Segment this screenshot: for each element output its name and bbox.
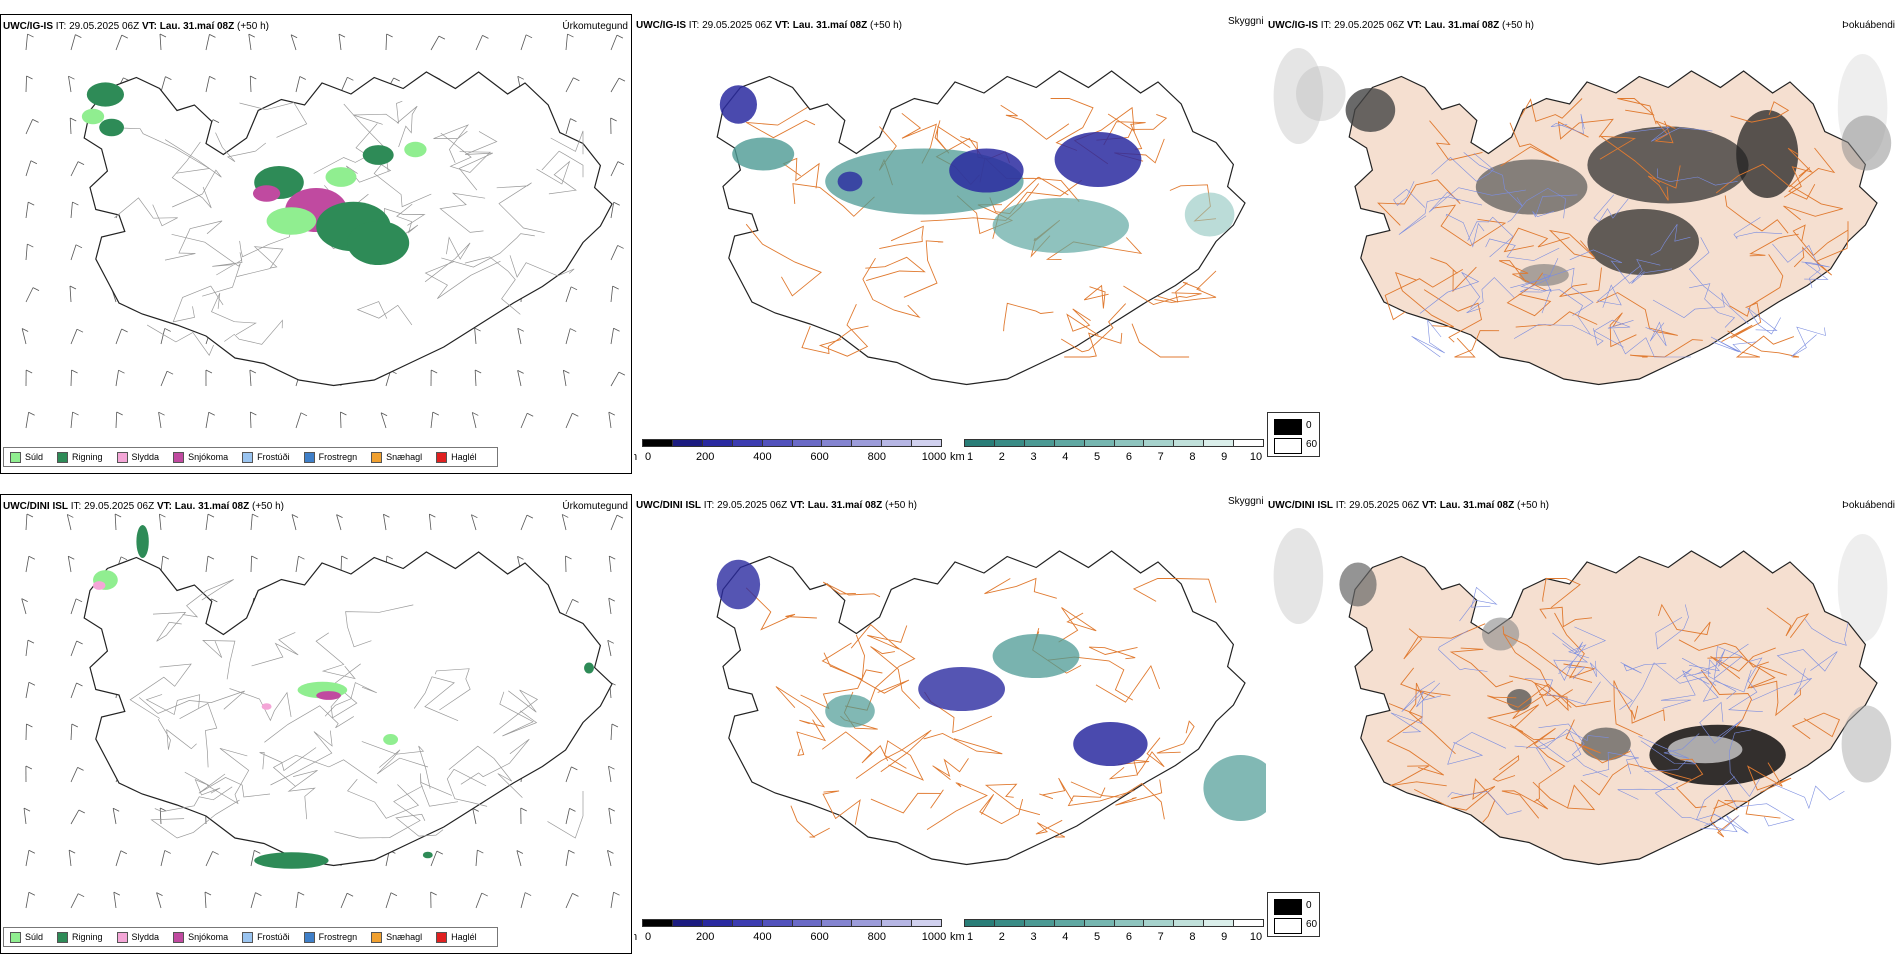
legend-swatch <box>10 452 21 463</box>
legend-label: Snjókoma <box>188 932 228 942</box>
fog-legend-low-label: 60 <box>1306 919 1317 930</box>
fog-indicator-panel: UWC/IG-IS IT: 29.05.2025 06Z VT: Lau. 31… <box>1266 14 1898 474</box>
legend-label: Frostregn <box>319 932 358 942</box>
visibility-map <box>634 14 1266 474</box>
legend-label: Haglél <box>451 452 477 462</box>
fog-legend: 0 60 <box>1267 412 1320 457</box>
precip-type-panel: UWC/DINI ISL IT: 29.05.2025 06Z VT: Lau.… <box>0 494 632 954</box>
legend-swatch <box>436 452 447 463</box>
legend-label: Slydda <box>132 932 160 942</box>
legend-label: Súld <box>25 932 43 942</box>
fog-legend: 0 60 <box>1267 892 1320 937</box>
panel-title: Skyggni <box>1228 16 1264 27</box>
legend-item-haglél: Haglél <box>436 932 477 943</box>
precip-legend: Súld Rigning Slydda Snjókoma Frostúði Frostre… <box>3 927 498 947</box>
legend-swatch <box>371 932 382 943</box>
legend-swatch <box>242 932 253 943</box>
legend-item-snjókoma: Snjókoma <box>173 452 228 463</box>
legend-swatch <box>173 452 184 463</box>
legend-item-rigning: Rigning <box>57 452 103 463</box>
fog-indicator-panel: UWC/DINI ISL IT: 29.05.2025 06Z VT: Lau.… <box>1266 494 1898 954</box>
legend-label: Frostúði <box>257 932 290 942</box>
legend-label: Haglél <box>451 932 477 942</box>
legend-swatch <box>117 932 128 943</box>
legend-swatch <box>371 452 382 463</box>
iceland-coastline <box>1349 551 1877 865</box>
visibility-panel: UWC/IG-IS IT: 29.05.2025 06Z VT: Lau. 31… <box>634 14 1266 474</box>
fog-legend-high-label: 0 <box>1306 420 1312 431</box>
legend-label: Snjókoma <box>188 452 228 462</box>
legend-swatch <box>242 452 253 463</box>
legend-swatch <box>10 932 21 943</box>
visibility-panel: UWC/DINI ISL IT: 29.05.2025 06Z VT: Lau.… <box>634 494 1266 954</box>
legend-item-rigning: Rigning <box>57 932 103 943</box>
legend-swatch <box>436 932 447 943</box>
legend-item-súld: Súld <box>10 452 43 463</box>
legend-label: Rigning <box>72 932 103 942</box>
legend-swatch <box>304 932 315 943</box>
legend-label: Rigning <box>72 452 103 462</box>
legend-label: Frostúði <box>257 452 290 462</box>
precip-map <box>1 495 632 954</box>
legend-item-snæhagl: Snæhagl <box>371 452 422 463</box>
fog-legend-low-label: 60 <box>1306 439 1317 450</box>
legend-item-haglél: Haglél <box>436 452 477 463</box>
legend-label: Snæhagl <box>386 452 422 462</box>
legend-swatch <box>304 452 315 463</box>
legend-item-frostregn: Frostregn <box>304 452 358 463</box>
legend-item-súld: Súld <box>10 932 43 943</box>
legend-item-slydda: Slydda <box>117 452 160 463</box>
fog-legend-high-label: 0 <box>1306 900 1312 911</box>
legend-item-snjókoma: Snjókoma <box>173 932 228 943</box>
legend-item-snæhagl: Snæhagl <box>371 932 422 943</box>
precip-legend: Súld Rigning Slydda Snjókoma Frostúði Frostre… <box>3 447 498 467</box>
precip-map <box>1 15 632 474</box>
legend-item-slydda: Slydda <box>117 932 160 943</box>
fog-legend-high-swatch <box>1274 899 1302 915</box>
panel-title: Skyggni <box>1228 496 1264 507</box>
legend-label: Frostregn <box>319 452 358 462</box>
precip-type-panel: UWC/IG-IS IT: 29.05.2025 06Z VT: Lau. 31… <box>0 14 632 474</box>
legend-item-frostúði: Frostúði <box>242 452 290 463</box>
fog-map <box>1266 14 1898 474</box>
fog-legend-high-swatch <box>1274 419 1302 435</box>
fog-map <box>1266 494 1898 954</box>
legend-swatch <box>57 452 68 463</box>
legend-swatch <box>117 452 128 463</box>
legend-item-frostúði: Frostúði <box>242 932 290 943</box>
legend-label: Slydda <box>132 452 160 462</box>
legend-label: Snæhagl <box>386 932 422 942</box>
visibility-map <box>634 494 1266 954</box>
legend-item-frostregn: Frostregn <box>304 932 358 943</box>
legend-swatch <box>57 932 68 943</box>
legend-swatch <box>173 932 184 943</box>
fog-legend-low-swatch <box>1274 438 1302 454</box>
legend-label: Súld <box>25 452 43 462</box>
fog-legend-low-swatch <box>1274 918 1302 934</box>
